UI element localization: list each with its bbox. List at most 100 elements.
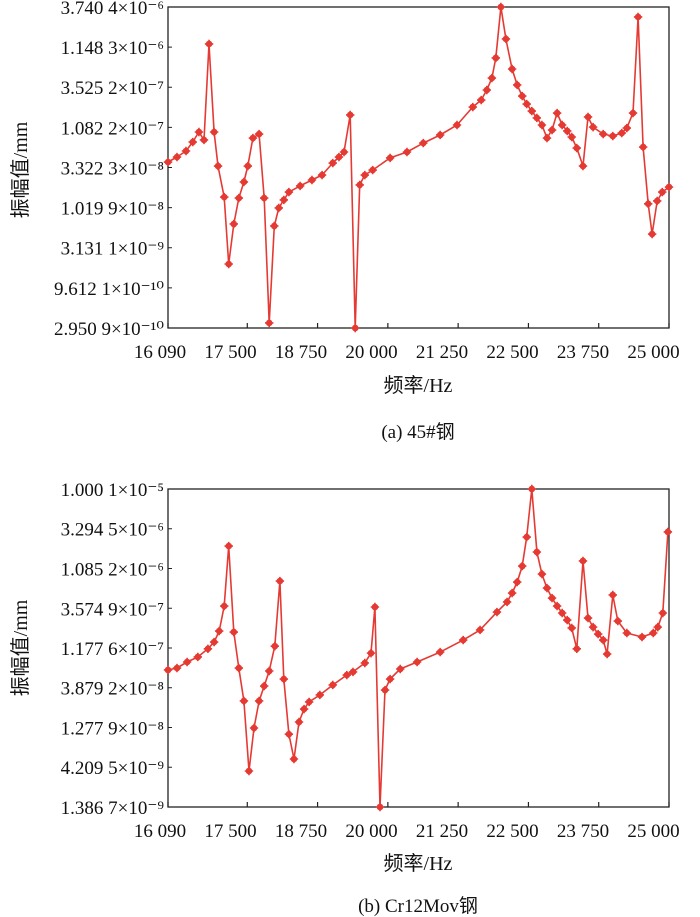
data-point-star xyxy=(496,2,506,12)
data-point xyxy=(279,674,289,684)
y-tick-label: 4.209 5×10⁻⁹ xyxy=(61,758,165,779)
data-point xyxy=(512,80,522,90)
data-point-star xyxy=(239,177,249,187)
data-point-star xyxy=(396,664,405,674)
data-point-star xyxy=(199,135,209,145)
y-tick-label: 3.574 9×10⁻⁷ xyxy=(61,599,164,620)
data-point-star xyxy=(658,608,668,618)
data-point xyxy=(633,12,643,22)
data-point-star xyxy=(339,147,349,157)
data-point xyxy=(459,635,468,645)
x-tick-label: 21 250 xyxy=(416,821,468,842)
data-point-star xyxy=(279,674,289,684)
data-point xyxy=(419,138,428,148)
data-point-star xyxy=(342,670,352,680)
data-point-star xyxy=(234,663,244,673)
data-point xyxy=(317,170,327,180)
data-point xyxy=(209,637,219,647)
data-point-star xyxy=(265,318,274,328)
data-point xyxy=(492,607,502,617)
data-point-star xyxy=(602,649,612,659)
data-point xyxy=(265,666,274,676)
data-point-star xyxy=(265,666,274,676)
data-point xyxy=(537,120,547,130)
data-point-star xyxy=(563,615,572,625)
data-point-star xyxy=(588,122,598,132)
data-point-star xyxy=(557,608,567,618)
data-point xyxy=(622,628,632,638)
data-point xyxy=(188,137,197,147)
y-tick-label: 3.322 3×10⁻⁸ xyxy=(61,158,164,179)
x-tick-label: 18 750 xyxy=(275,821,327,842)
data-point-star xyxy=(328,158,337,168)
data-point xyxy=(172,663,182,673)
data-point xyxy=(502,597,512,607)
data-point-star xyxy=(275,576,285,586)
data-point xyxy=(234,193,244,203)
data-point xyxy=(265,318,274,328)
data-point xyxy=(482,85,492,95)
data-point xyxy=(583,613,593,623)
data-point-star xyxy=(224,541,233,551)
y-tick-label: 3.879 2×10⁻⁸ xyxy=(61,679,164,700)
data-point xyxy=(588,122,598,132)
data-point-star xyxy=(402,147,412,157)
data-point xyxy=(557,608,567,618)
y-tick-label: 3.131 1×10⁻⁹ xyxy=(61,239,165,260)
data-point xyxy=(342,670,352,680)
data-point-star xyxy=(334,152,344,162)
x-tick-label: 23 750 xyxy=(557,342,609,363)
series-line xyxy=(167,488,669,808)
data-point xyxy=(518,91,527,101)
data-point-star xyxy=(315,690,325,700)
data-point-star xyxy=(649,628,658,638)
data-point xyxy=(224,541,233,551)
data-point xyxy=(304,697,314,707)
data-point-star xyxy=(583,613,593,623)
data-point xyxy=(193,652,203,662)
data-point xyxy=(385,153,395,163)
data-point xyxy=(649,628,658,638)
y-tick-label: 1.386 7×10⁻⁹ xyxy=(61,798,165,819)
chart-panel-b: 16 090 17 500 18 750 20 000 21 250 22 500 23 7… xyxy=(9,480,680,917)
data-point-star xyxy=(163,157,173,167)
data-point-star xyxy=(527,484,537,494)
x-axis-title: 频率/Hz xyxy=(384,374,453,397)
data-point-star xyxy=(279,195,289,205)
data-point-star xyxy=(617,128,626,138)
data-point-star xyxy=(567,623,576,633)
data-point xyxy=(572,644,581,654)
data-point-star xyxy=(220,192,229,202)
data-point-star xyxy=(475,625,485,635)
data-point xyxy=(476,95,486,105)
data-point xyxy=(475,625,485,635)
y-tick-label: 1.085 2×10⁻⁶ xyxy=(61,560,164,581)
data-point-star xyxy=(172,663,182,673)
data-point xyxy=(274,203,283,213)
data-point-star xyxy=(270,221,279,231)
data-point xyxy=(182,657,192,667)
data-point xyxy=(259,193,269,203)
data-point-star xyxy=(163,665,173,675)
data-point-star xyxy=(537,569,547,579)
data-point-star xyxy=(583,112,593,122)
data-point-star xyxy=(643,199,653,209)
data-point xyxy=(348,667,358,677)
data-point xyxy=(547,125,557,135)
data-point xyxy=(270,221,279,231)
data-point xyxy=(254,696,264,706)
data-point-star xyxy=(307,175,317,185)
data-point-star xyxy=(622,123,632,133)
data-point xyxy=(334,152,344,162)
data-point xyxy=(602,649,612,659)
data-point-star xyxy=(664,182,674,192)
data-point-star xyxy=(653,622,662,632)
data-point-star xyxy=(299,704,309,714)
data-point xyxy=(522,99,531,109)
data-point-star xyxy=(294,717,304,727)
data-point xyxy=(663,527,673,537)
data-point xyxy=(163,157,173,167)
y-tick-label: 3.294 5×10⁻⁶ xyxy=(61,520,164,541)
data-point xyxy=(402,147,412,157)
data-point xyxy=(213,161,223,171)
